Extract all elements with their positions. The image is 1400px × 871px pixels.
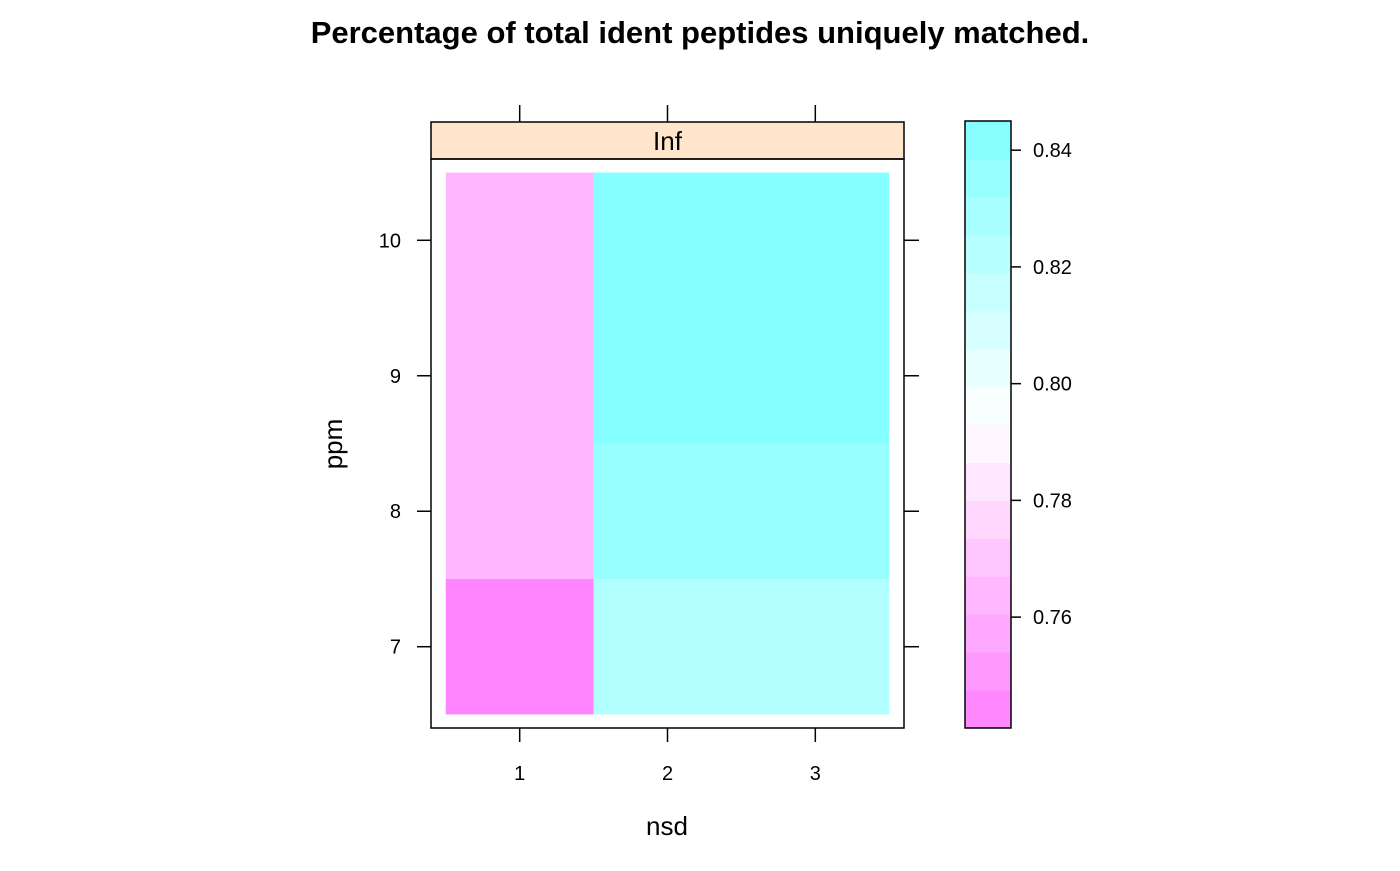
- x-axis-label: nsd: [646, 811, 688, 841]
- colorkey-tick-label-4: 0.84: [1033, 140, 1072, 162]
- colorkey-band-7: [965, 424, 1011, 463]
- colorkey-band-3: [965, 576, 1011, 615]
- colorkey-band-14: [965, 158, 1011, 198]
- heatmap-cell-3: [593, 443, 890, 579]
- colorkey-band-12: [965, 234, 1011, 274]
- y-tick-label-7: 7: [390, 637, 401, 659]
- colorkey-band-4: [965, 538, 1011, 577]
- colorkey-band-8: [965, 386, 1011, 425]
- panel-strip: [430, 121, 905, 160]
- colorkey-border: [964, 120, 1012, 729]
- y-tick-label-9: 9: [390, 366, 401, 388]
- colorkey-tick-label-1: 0.78: [1033, 490, 1072, 512]
- x-tick-label-3: 3: [810, 763, 821, 785]
- colorkey-band-13: [965, 196, 1011, 236]
- colorkey-band-10: [965, 310, 1011, 350]
- heatmap-cell-2: [593, 578, 890, 715]
- plot-area: Inf 1 2 3 7 8 9 10: [379, 105, 919, 785]
- heatmap-cell-0: [445, 578, 594, 715]
- color-key: 0.76 0.78 0.80 0.82 0.84: [964, 120, 1072, 729]
- x-tick-label-1: 1: [514, 763, 525, 785]
- y-tick-label-10: 10: [379, 230, 401, 252]
- colorkey-band-0: [965, 690, 1011, 729]
- colorkey-band-2: [965, 614, 1011, 653]
- colorkey-band-11: [965, 272, 1011, 312]
- colorkey-band-1: [965, 652, 1011, 691]
- heatmap-cell-4: [593, 172, 890, 444]
- colorkey-band-5: [965, 500, 1011, 539]
- colorkey-tick-label-2: 0.80: [1033, 374, 1072, 396]
- heatmap-cell-1: [445, 172, 594, 579]
- colorkey-tick-label-0: 0.76: [1033, 607, 1072, 629]
- chart-title: Percentage of total ident peptides uniqu…: [311, 15, 1090, 50]
- colorkey-band-9: [965, 348, 1011, 388]
- colorkey-band-15: [965, 121, 1011, 160]
- y-tick-label-8: 8: [390, 501, 401, 523]
- strip-label: Inf: [653, 126, 683, 156]
- colorkey-tick-label-3: 0.82: [1033, 257, 1072, 279]
- colorkey-band-6: [965, 462, 1011, 501]
- x-tick-label-2: 2: [662, 763, 673, 785]
- y-axis-label: ppm: [318, 419, 348, 470]
